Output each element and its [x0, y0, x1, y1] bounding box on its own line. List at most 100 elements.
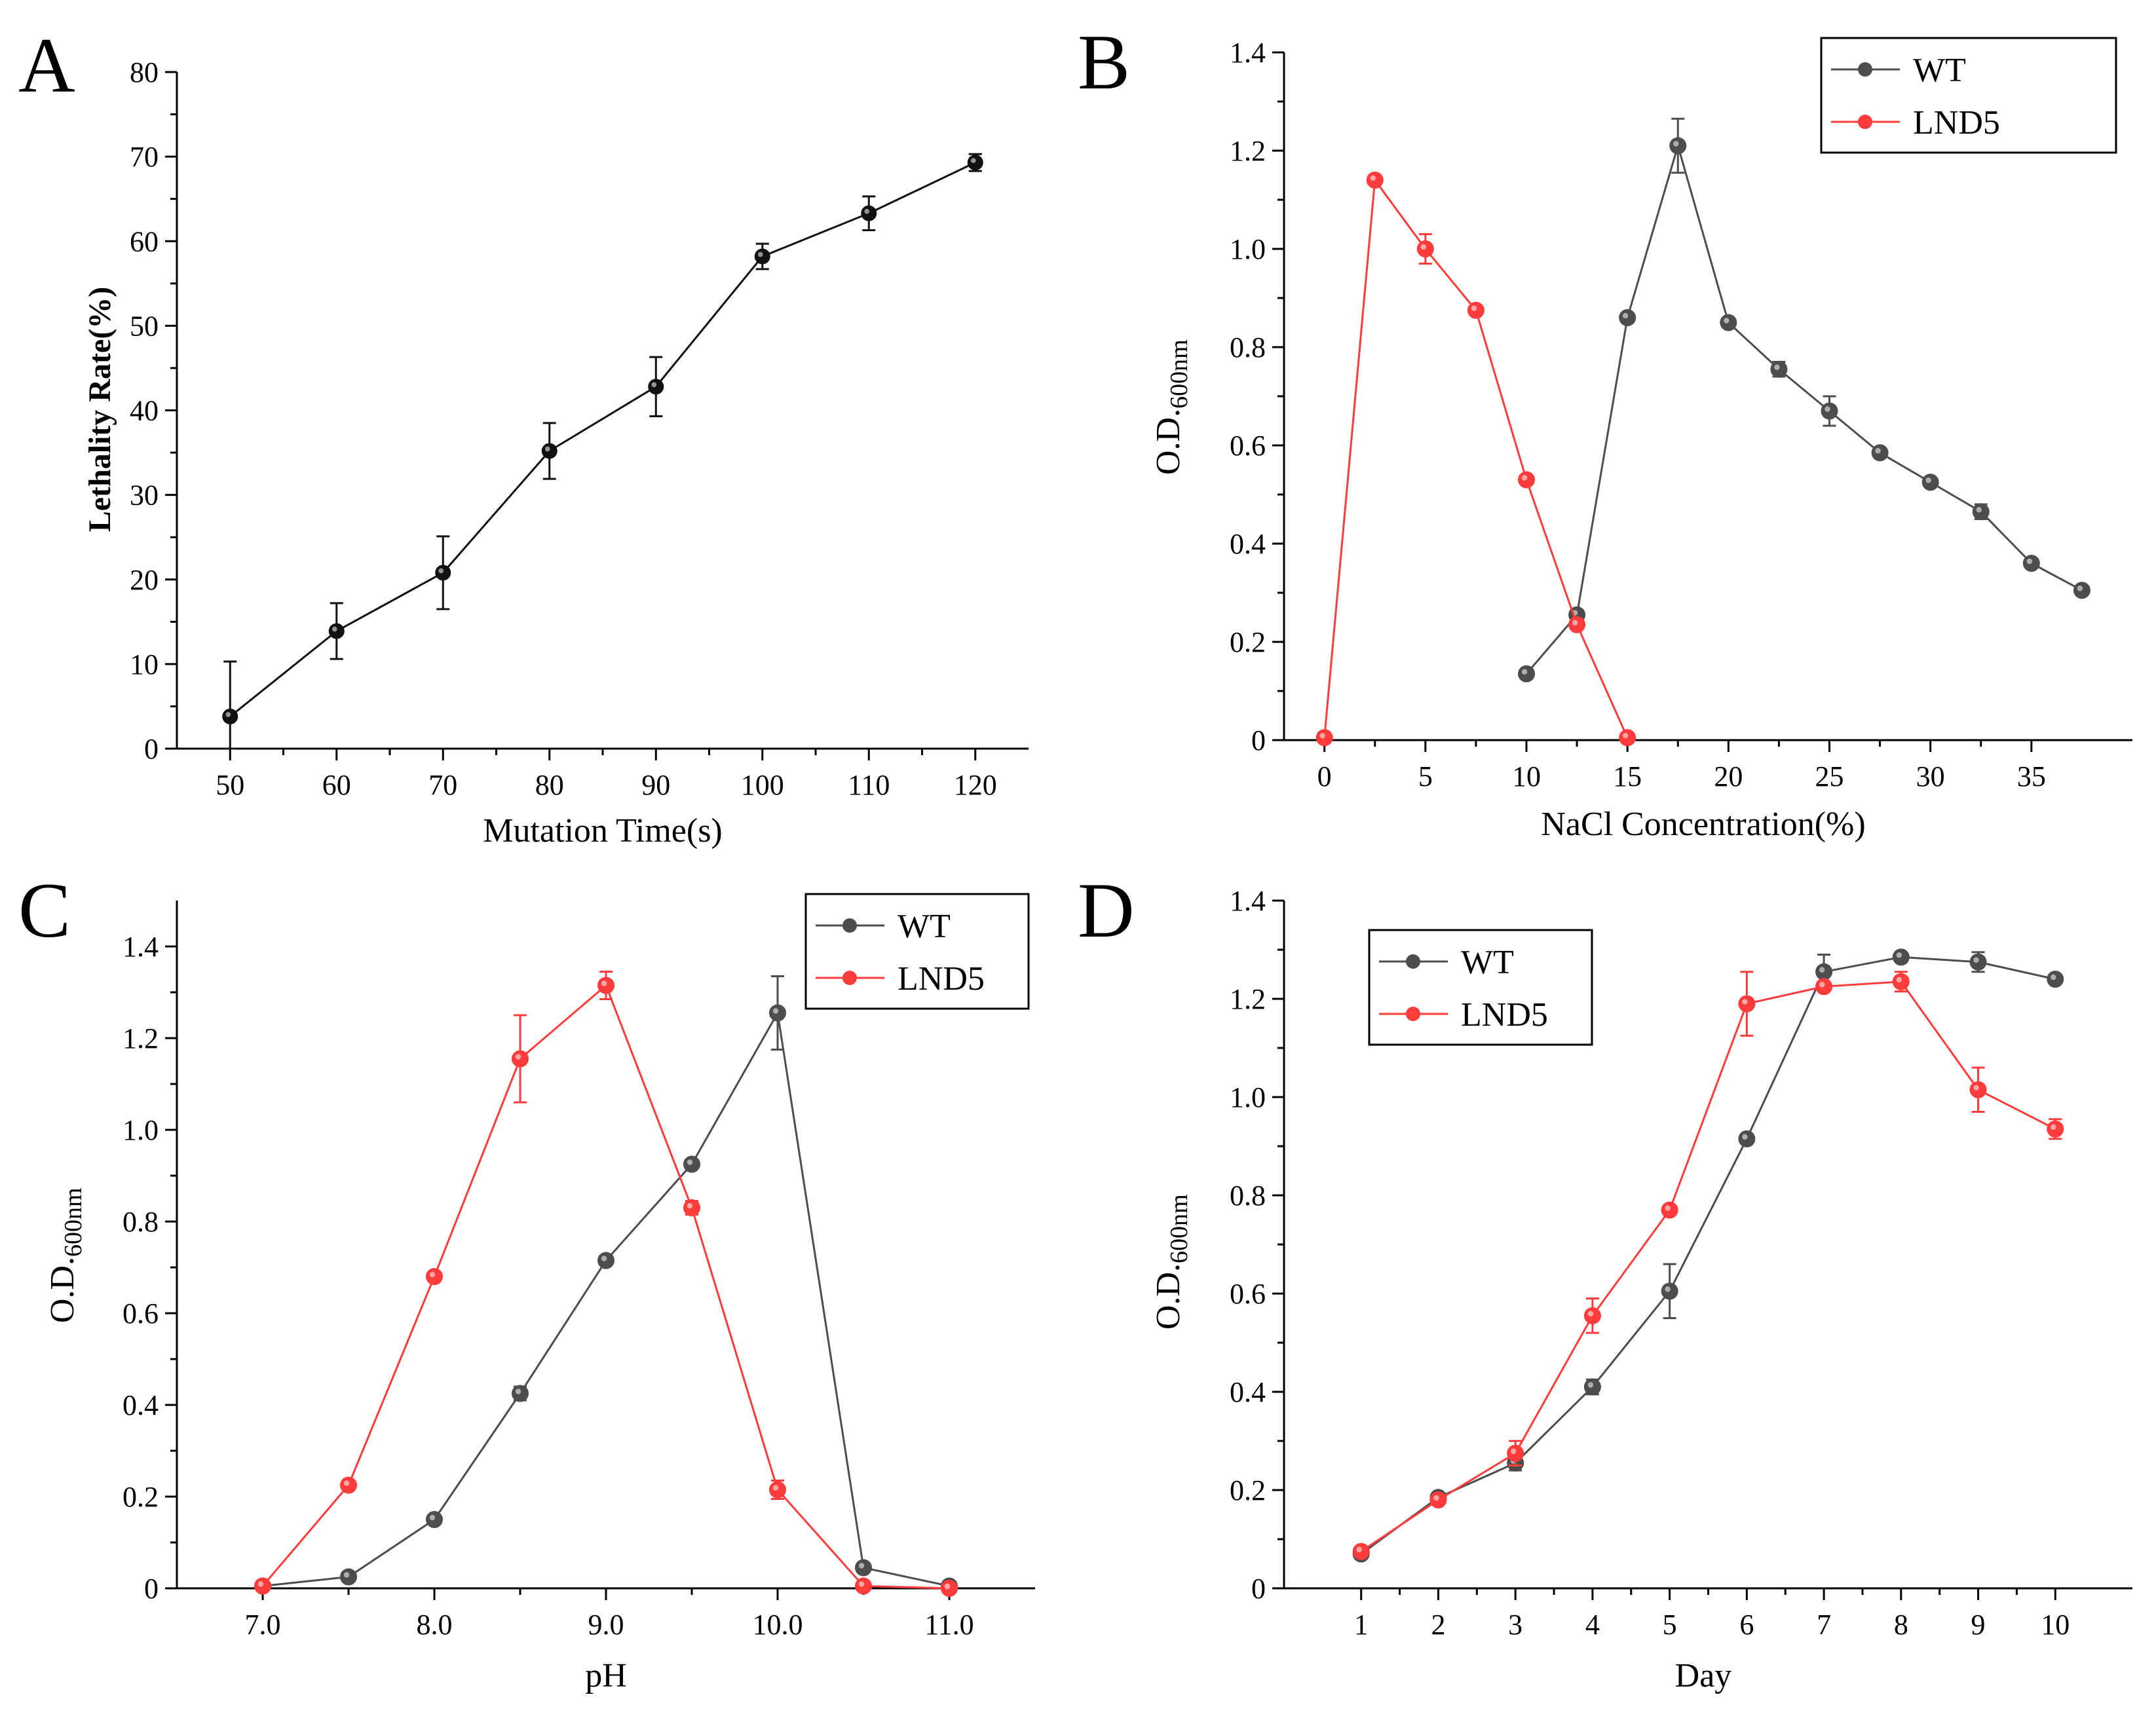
panel-a-series-lethality-rate-point-highlight: [970, 158, 976, 164]
panel-d-y-title: O.D.600nm: [1150, 1194, 1193, 1330]
panel-b-ytick-label: 0.2: [1230, 626, 1266, 658]
panel-c-series-lnd5-point: [254, 1577, 271, 1595]
panel-c-xtick-label: 7.0: [245, 1609, 281, 1641]
panel-d-series-wt-point-highlight: [2051, 974, 2056, 980]
panel-c-ytick-label: 0.2: [123, 1481, 159, 1513]
panel-c-series-wt-point-highlight: [687, 1159, 693, 1165]
panel-d-series-wt-point: [1738, 1130, 1756, 1148]
panel-c-ytick-label: 1.2: [123, 1022, 159, 1055]
panel-a-y-title: Lethality Rate(%): [83, 287, 117, 532]
panel-c-series-lnd5-point-highlight: [429, 1271, 436, 1278]
panel-d-series-lnd5-point: [1969, 1081, 1987, 1098]
panel-d-xtick-label: 10: [2041, 1609, 2070, 1641]
panel-c-series-wt-point: [855, 1559, 872, 1577]
panel-a-ytick-label: 10: [130, 648, 159, 681]
panel-c-series-lnd5-line: [261, 983, 950, 1590]
panel-b-y-title: O.D.600nm: [1150, 339, 1193, 475]
panel-d-xtick-label: 9: [1971, 1609, 1986, 1641]
panel-b-series-wt-point-highlight: [1976, 507, 1982, 513]
panel-c-series-wt-point-highlight: [601, 1256, 607, 1261]
panel-c-series-lnd5-point: [683, 1199, 700, 1216]
panel-c-legend-marker: [842, 918, 857, 933]
panel-b-series-lnd5-point: [1315, 729, 1333, 747]
panel-b-series-wt-point: [2073, 582, 2090, 599]
panel-d-series-lnd5-point-highlight: [1433, 1495, 1439, 1501]
panel-c-xtick-label: 11.0: [924, 1609, 974, 1641]
panel-b-series-wt-point-highlight: [1875, 448, 1881, 454]
panel-c-series-wt-point: [597, 1252, 615, 1269]
panel-b-ytick-label: 0: [1251, 724, 1266, 756]
panel-d-series-wt-point-highlight: [1665, 1286, 1671, 1292]
panel-b-series-wt-point: [1518, 665, 1535, 682]
panel-d-series-lnd5-point: [1892, 973, 1910, 990]
panel-d-legend-label: WT: [1461, 944, 1514, 981]
panel-c-series-wt-point: [426, 1511, 443, 1528]
panel-d-series-lnd5-point: [2047, 1120, 2064, 1138]
panel-c-xtick-label: 9.0: [588, 1609, 624, 1641]
panel-letter-d: D: [1078, 867, 1135, 954]
panel-d-legend-marker: [1406, 954, 1420, 969]
panel-c-series-lnd5-point-highlight: [343, 1480, 350, 1486]
panel-b-series-wt-point: [1770, 360, 1788, 378]
panel-a-ytick-label: 80: [130, 56, 159, 88]
panel-b-legend-label: LND5: [1913, 104, 2000, 141]
panel-d-ytick-label: 1.0: [1230, 1081, 1266, 1113]
panel-c-ytick-label: 0.6: [123, 1298, 159, 1330]
panel-b-legend-marker: [1858, 115, 1872, 129]
panel-b-series-wt-point: [1720, 314, 1737, 331]
panel-a-xtick-label: 90: [641, 769, 670, 801]
panel-c-y-title: O.D.600nm: [44, 1187, 87, 1323]
panel-a-ytick-label: 60: [130, 225, 159, 257]
panel-d-series-lnd5-point: [1507, 1444, 1524, 1462]
panel-a-xtick-label: 60: [322, 769, 351, 801]
panel-b-ytick-label: 1.4: [1230, 37, 1266, 69]
panel-c-series-lnd5-point: [512, 1050, 529, 1068]
panel-b-xtick-label: 20: [1714, 760, 1743, 793]
panel-d-series-wt-point-highlight: [1587, 1382, 1594, 1388]
panel-d-xtick-label: 2: [1431, 1609, 1445, 1641]
panel-letter-a: A: [18, 22, 75, 109]
panel-c-legend-marker: [842, 971, 857, 985]
panel-b-series-lnd5-point-highlight: [1572, 620, 1578, 626]
panel-a-series-lethality-rate-point-highlight: [331, 626, 337, 632]
panel-c-legend-label: WT: [898, 908, 951, 945]
panel-b-series-lnd5-point: [1467, 301, 1485, 319]
panel-a-series-lethality-rate-point: [541, 443, 558, 459]
panel-b-series-wt-line: [1525, 142, 2083, 675]
panel-c-x-title: pH: [585, 1657, 627, 1694]
panel-d-ytick-label: 0: [1251, 1573, 1266, 1605]
panel-d-series-lnd5-point-highlight: [1819, 982, 1825, 988]
panel-c-series-lnd5-point-highlight: [515, 1054, 521, 1060]
panel-c-ytick-label: 0.4: [123, 1389, 159, 1421]
panel-d-series-wt-point: [1969, 953, 1987, 971]
panel-a-series-lethality-rate-point: [648, 379, 664, 395]
panel-d-xtick-label: 5: [1663, 1609, 1677, 1641]
panel-a-ytick-label: 40: [130, 395, 159, 427]
panel-b-series-wt-point-highlight: [1774, 364, 1780, 370]
panel-c-series-wt-point-highlight: [858, 1563, 865, 1569]
panel-c-xtick-label: 10.0: [753, 1609, 803, 1641]
panel-d-series-lnd5-point: [1352, 1542, 1370, 1560]
panel-b-xtick-label: 10: [1512, 760, 1541, 793]
panel-d-series-wt-point: [1583, 1378, 1601, 1396]
panel-b-series-lnd5-point-highlight: [1319, 733, 1325, 739]
panel-c-series-lnd5-point: [340, 1476, 357, 1494]
panel-d-xtick-label: 6: [1739, 1609, 1754, 1641]
panel-d-y-title-sub: 600nm: [1165, 1194, 1193, 1263]
panel-b-xtick-label: 0: [1317, 760, 1332, 793]
panel-a-ytick-label: 0: [144, 733, 159, 765]
panel-a-ytick-label: 50: [130, 310, 159, 342]
panel-d: D Day O.D.600nm 0 0.2 0.4 0.6 0.8 1.0 1.2 1.4 1 2…: [1078, 867, 2132, 1694]
panel-c-ytick-label: 0: [144, 1573, 159, 1605]
panel-c: C pH O.D.600nm 0 0.2 0.4 0.6 0.8 1.0 1.2 1.4 7.0…: [18, 867, 1035, 1694]
panel-d-series-wt-point: [1892, 948, 1910, 966]
panel-b-legend-marker: [1858, 62, 1872, 77]
panel-a-series-lethality-rate-point: [861, 205, 877, 221]
panel-d-series-wt-point-highlight: [1973, 957, 1979, 963]
panel-a-ytick-label: 20: [130, 564, 159, 596]
panel-d-ytick-label: 0.8: [1230, 1180, 1266, 1212]
panel-d-series-lnd5-point-highlight: [1587, 1311, 1594, 1317]
panel-d-ytick-label: 1.4: [1230, 885, 1266, 917]
panel-b-ytick-label: 0.4: [1230, 528, 1266, 560]
panel-a-xtick-label: 110: [848, 769, 890, 801]
